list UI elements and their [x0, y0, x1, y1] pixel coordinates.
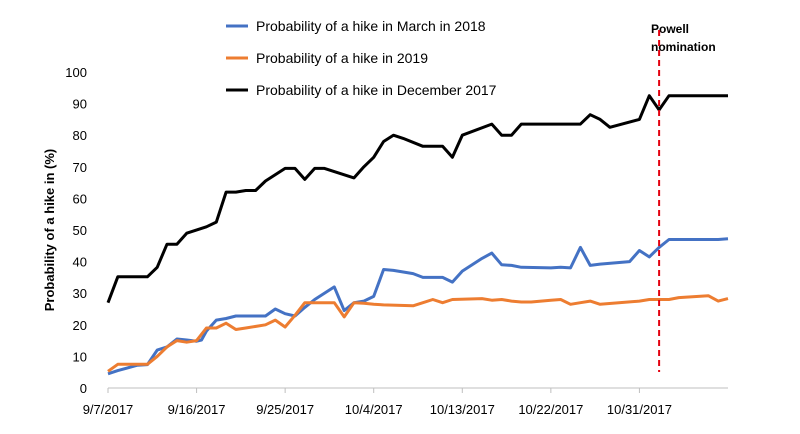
- annotation-line1: Powell: [651, 22, 689, 36]
- series-line-2: [106, 94, 728, 304]
- y-tick-label: 80: [73, 128, 87, 143]
- annotation: Powell nomination: [651, 22, 716, 372]
- x-tick-label: 10/13/2017: [430, 402, 495, 417]
- y-tick-label: 60: [73, 191, 87, 206]
- legend-item-december-2017: Probability of a hike in December 2017: [226, 82, 497, 98]
- legend-label-2019: Probability of a hike in 2019: [256, 50, 428, 66]
- y-tick-label: 100: [65, 65, 87, 80]
- series-line-1: [107, 294, 729, 373]
- y-axis: 0 10 20 30 40 50 60 70 80 90 100: [65, 65, 87, 396]
- y-tick-label: 0: [80, 381, 87, 396]
- legend: Probability of a hike in March in 2018 P…: [226, 18, 497, 98]
- legend-label-december-2017: Probability of a hike in December 2017: [256, 82, 497, 98]
- x-tick-label: 10/4/2017: [345, 402, 403, 417]
- y-tick-label: 30: [73, 286, 87, 301]
- x-tick-label: 9/7/2017: [83, 402, 134, 417]
- y-tick-label: 40: [73, 255, 87, 270]
- y-tick-label: 70: [73, 160, 87, 175]
- annotation-line2: nomination: [651, 40, 716, 54]
- y-tick-label: 90: [73, 97, 87, 112]
- x-tick-label: 10/22/2017: [518, 402, 583, 417]
- legend-item-2019: Probability of a hike in 2019: [226, 50, 428, 66]
- legend-item-march-2018: Probability of a hike in March in 2018: [226, 18, 486, 34]
- x-tick-label: 9/25/2017: [256, 402, 314, 417]
- y-tick-label: 50: [73, 223, 87, 238]
- series-layer: [106, 94, 729, 376]
- y-tick-label: 20: [73, 318, 87, 333]
- y-tick-label: 10: [73, 349, 87, 364]
- legend-label-march-2018: Probability of a hike in March in 2018: [256, 18, 486, 34]
- series-line-0: [107, 237, 729, 376]
- x-tick-label: 10/31/2017: [607, 402, 672, 417]
- x-axis: 9/7/2017 9/16/2017 9/25/2017 10/4/2017 10/13…: [83, 387, 728, 417]
- x-tick-label: 9/16/2017: [168, 402, 226, 417]
- y-axis-title: Probability of a hike in (%): [42, 149, 57, 312]
